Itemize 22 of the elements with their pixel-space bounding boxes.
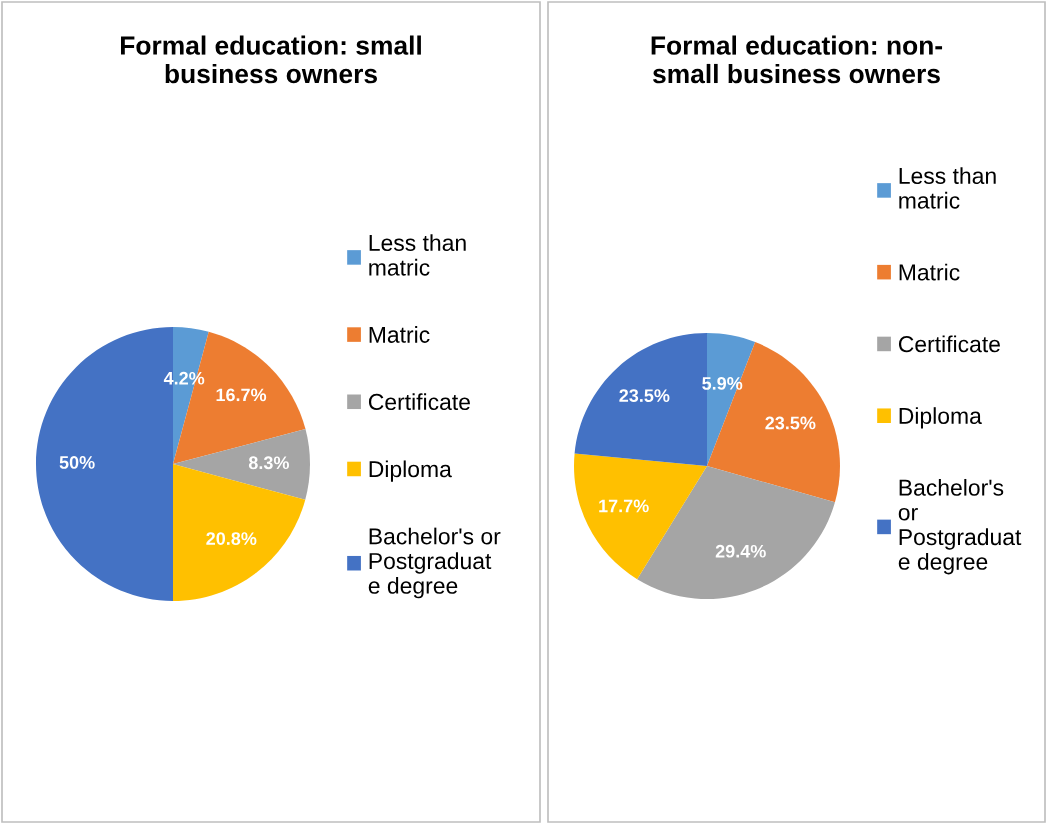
legend-label: Diploma (899, 407, 982, 429)
data-label: 29.4% (715, 544, 766, 558)
legend-label: Certificate (368, 393, 470, 411)
legend-label: Diploma (369, 460, 452, 482)
data-label: 16.7% (216, 388, 267, 402)
legend-label: Matric (369, 326, 430, 343)
pie-slice (574, 453, 707, 580)
chart-title: Formal education: non-small business owners (651, 35, 943, 84)
chart-title: Formal education: small business owners (121, 35, 421, 84)
legend-label: Bachelor's or Postgraduate degree (898, 478, 1022, 575)
legend-label: Bachelor's or Postgraduate degree (368, 527, 501, 599)
legend-label: Certificate (898, 335, 1000, 353)
legend-label: Less than matric (899, 167, 996, 209)
data-label: 17.7% (599, 499, 649, 513)
data-label: 20.8% (206, 532, 257, 545)
pie-slice (173, 429, 310, 500)
legend-label: Matric (899, 263, 960, 281)
data-label: 8.3% (248, 456, 289, 470)
legend-label: Less than matric (369, 234, 466, 276)
data-label: 50% (59, 456, 95, 469)
data-label: 23.5% (765, 416, 816, 430)
data-label: 23.5% (619, 389, 670, 403)
